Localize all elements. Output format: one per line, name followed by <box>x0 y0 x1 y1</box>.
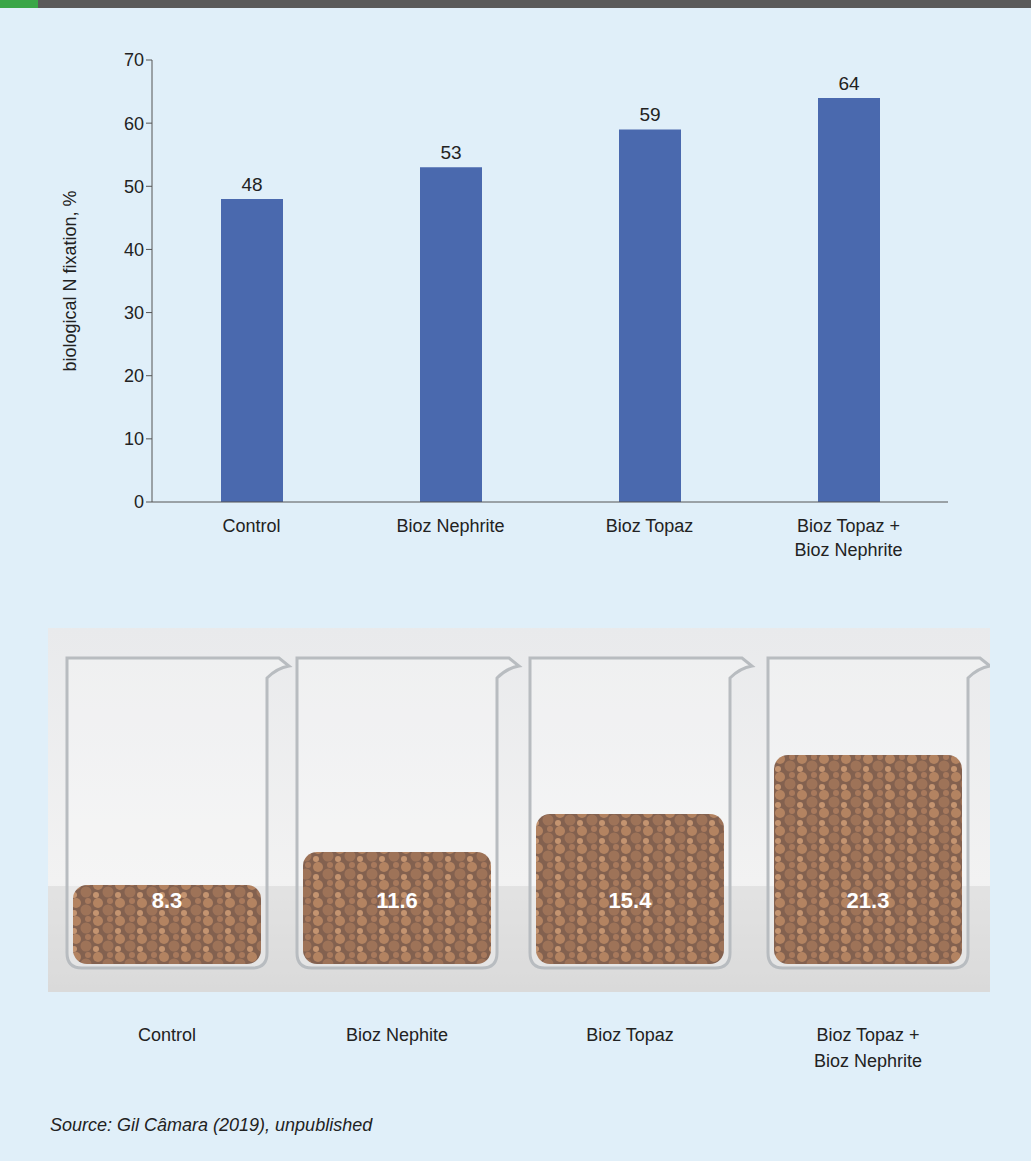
svg-text:Control: Control <box>138 1025 196 1045</box>
svg-text:50: 50 <box>124 177 144 197</box>
svg-text:53: 53 <box>440 142 461 163</box>
svg-text:15.4: 15.4 <box>609 888 653 913</box>
svg-text:59: 59 <box>639 104 660 125</box>
svg-text:10: 10 <box>124 429 144 449</box>
svg-text:Bioz Topaz +Bioz Nephrite: Bioz Topaz +Bioz Nephrite <box>814 1025 922 1071</box>
svg-text:21.3: 21.3 <box>847 888 890 913</box>
svg-text:20: 20 <box>124 366 144 386</box>
svg-text:30: 30 <box>124 303 144 323</box>
svg-text:0: 0 <box>134 492 144 512</box>
svg-text:Source: Gil Câmara (2019), unp: Source: Gil Câmara (2019), unpublished <box>50 1115 373 1135</box>
svg-text:biological N fixation, %: biological N fixation, % <box>60 190 80 371</box>
svg-text:Bioz Nephite: Bioz Nephite <box>346 1025 448 1045</box>
svg-text:Bioz Topaz: Bioz Topaz <box>606 516 694 536</box>
svg-text:40: 40 <box>124 240 144 260</box>
svg-text:48: 48 <box>241 174 262 195</box>
svg-text:11.6: 11.6 <box>376 888 418 913</box>
svg-text:60: 60 <box>124 114 144 134</box>
svg-text:70: 70 <box>124 50 144 70</box>
svg-text:Bioz Topaz: Bioz Topaz <box>586 1025 674 1045</box>
svg-text:Control: Control <box>222 516 280 536</box>
svg-text:64: 64 <box>838 73 860 94</box>
svg-text:8.3: 8.3 <box>152 888 183 913</box>
svg-text:Bioz Topaz +Bioz Nephrite: Bioz Topaz +Bioz Nephrite <box>794 516 902 560</box>
svg-text:Bioz Nephrite: Bioz Nephrite <box>396 516 504 536</box>
